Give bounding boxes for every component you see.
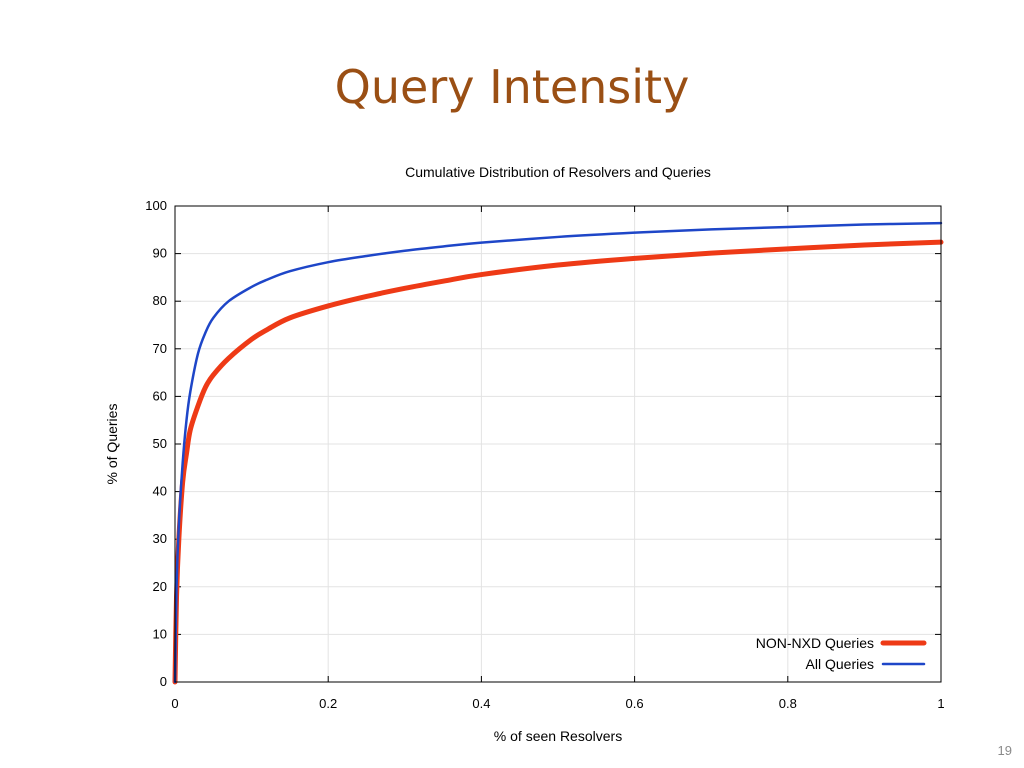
y-tick-label: 0 <box>160 674 167 689</box>
y-tick-label: 30 <box>153 531 167 546</box>
x-tick-label: 0.2 <box>319 696 337 711</box>
x-tick-label: 0.6 <box>626 696 644 711</box>
legend: NON-NXD Queries All Queries <box>756 635 927 672</box>
x-tick-labels: 0 0.2 0.4 0.6 0.8 1 <box>171 696 944 711</box>
x-axis-label: % of seen Resolvers <box>494 728 622 744</box>
y-tick-label: 60 <box>153 388 167 403</box>
y-axis-label: % of Queries <box>104 404 120 485</box>
grid-lines <box>174 205 942 683</box>
x-tick-label: 1 <box>937 696 944 711</box>
plot-frame <box>174 205 942 683</box>
page-number: 19 <box>997 743 1012 758</box>
chart-title: Cumulative Distribution of Resolvers and… <box>405 164 711 180</box>
x-tick-label: 0 <box>171 696 178 711</box>
series-line-0 <box>172 239 944 685</box>
y-tick-label: 40 <box>153 484 167 499</box>
legend-label: NON-NXD Queries <box>756 635 874 651</box>
legend-label: All Queries <box>806 656 874 672</box>
slide-title: Query Intensity <box>334 60 690 114</box>
y-tick-label: 100 <box>145 198 167 213</box>
y-tick-labels: 0 10 20 30 40 50 60 70 80 90 100 <box>145 198 167 689</box>
series-lines <box>172 221 944 685</box>
y-tick-label: 20 <box>153 579 167 594</box>
y-tick-label: 70 <box>153 341 167 356</box>
x-tick-label: 0.8 <box>779 696 797 711</box>
y-tick-label: 80 <box>153 293 167 308</box>
series-line-1 <box>173 221 943 684</box>
x-tick-label: 0.4 <box>472 696 490 711</box>
y-tick-label: 10 <box>153 626 167 641</box>
y-tick-label: 50 <box>153 436 167 451</box>
y-tick-label: 90 <box>153 246 167 261</box>
